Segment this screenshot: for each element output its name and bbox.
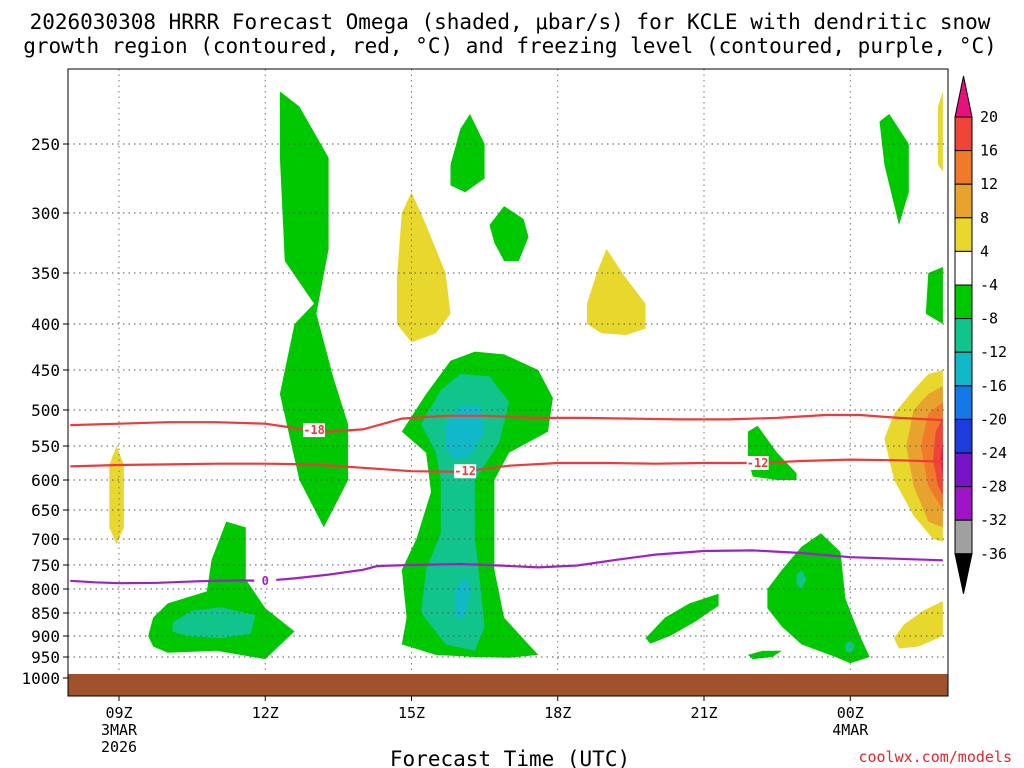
omega-region-cyan-10: [445, 406, 485, 460]
colorbar-label-8: -16: [980, 377, 1007, 395]
ytick-label-950: 950: [31, 648, 60, 667]
xtick-label-9-1: 3MAR: [101, 721, 138, 739]
xtick-label-15-0: 15Z: [398, 704, 425, 722]
ytick-label-350: 350: [31, 264, 60, 283]
colorbar-label-2: 12: [980, 175, 998, 193]
ytick-label-500: 500: [31, 401, 60, 420]
ytick-label-400: 400: [31, 315, 60, 334]
colorbar-band-3: [954, 217, 973, 252]
colorbar-band-6: [954, 318, 973, 353]
credit-text: coolwx.com/models: [858, 748, 1012, 766]
colorbar-band-11: [954, 486, 973, 521]
plot-area: -18 -12 -12 0: [67, 68, 949, 697]
colorbar-band-5: [954, 284, 973, 320]
contour-line-0-3: [70, 549, 943, 585]
contour-line--12-1: [70, 458, 943, 473]
xtick-label-21-0: 21Z: [690, 704, 717, 722]
contour-label--12-2: -12: [747, 456, 769, 470]
colorbar-band-0: [954, 116, 973, 152]
ytick-label-850: 850: [31, 604, 60, 623]
omega-shaded-regions: [109, 91, 943, 664]
omega-region-yellow-7: [587, 249, 646, 335]
colorbar-band-8: [954, 385, 973, 420]
omega-region-green-19: [925, 267, 943, 324]
omega-region-magenta-25: [940, 442, 943, 477]
omega-region-green-5: [450, 114, 485, 193]
chart-title-line-1: 2026030308 HRRR Forecast Omega (shaded, …: [30, 10, 991, 34]
ytick-label-800: 800: [31, 580, 60, 599]
ytick-label-900: 900: [31, 627, 60, 646]
omega-region-teal-16: [796, 569, 807, 589]
colorbar-label-11: -28: [980, 478, 1007, 496]
temperature-contours: -18 -12 -12 0: [70, 413, 943, 588]
colorbar-label-5: -4: [980, 276, 998, 294]
xtick-label-24-1: 4MAR: [832, 721, 869, 739]
contour-label-0-3: 0: [262, 574, 269, 588]
colorbar-band-12: [954, 519, 973, 555]
contour-label--12-1: -12: [454, 464, 476, 478]
plot-frame: [67, 68, 949, 697]
omega-region-yellow-20: [938, 91, 943, 172]
chart-title-line-2: growth region (contoured, red, °C) and f…: [23, 34, 997, 58]
ytick-label-700: 700: [31, 530, 60, 549]
colorbar-label-0: 20: [980, 108, 998, 126]
colorbar-label-13: -36: [980, 545, 1007, 563]
colorbar-label-6: -8: [980, 310, 998, 328]
ytick-label-550: 550: [31, 437, 60, 456]
omega-region-teal-2: [172, 607, 256, 639]
omega-region-green-12: [645, 593, 719, 644]
xtick-label-9-2: 2026: [101, 738, 137, 756]
ytick-label-250: 250: [31, 135, 60, 154]
ytick-label-600: 600: [31, 471, 60, 490]
contour-label-bg-1: [454, 464, 477, 479]
omega-region-yellow-4: [396, 192, 451, 343]
omega-region-green-6: [489, 206, 529, 261]
colorbar-label-1: 16: [980, 142, 998, 160]
colorbar-top-arrow: [954, 75, 973, 118]
y-axis-pressure-ticks: 250 300 350 400 450 500 550 600 650 700 750 800 850 9…: [21, 135, 68, 688]
xtick-label-12-0: 12Z: [252, 704, 279, 722]
omega-region-yellow-0: [109, 446, 124, 545]
omega-region-green-3: [279, 91, 349, 528]
colorbar-bottom-arrow: [954, 553, 973, 594]
colorbar-label-7: -12: [980, 343, 1007, 361]
colorbar-label-4: 4: [980, 242, 989, 260]
contour-label--18-0: -18: [303, 423, 325, 437]
contour-label-bg-2: [746, 456, 769, 470]
colorbar-band-10: [954, 452, 973, 488]
ytick-label-450: 450: [31, 361, 60, 380]
ytick-label-300: 300: [31, 204, 60, 223]
ytick-label-750: 750: [31, 556, 60, 575]
omega-region-yellow-26: [894, 601, 943, 649]
colorbar-band-2: [954, 183, 973, 219]
xtick-label-9-0: 09Z: [105, 704, 132, 722]
contour-line--18-0: [70, 413, 943, 433]
colorbar-label-12: -32: [980, 511, 1007, 529]
colorbar-label-9: -20: [980, 410, 1007, 428]
omega-region-cyan-11: [455, 577, 470, 618]
colorbar-label-3: 8: [980, 209, 989, 227]
omega-region-teal-9: [421, 374, 509, 651]
omega-region-green-18: [879, 114, 909, 225]
colorbar-band-1: [954, 150, 973, 185]
omega-region-green-15: [767, 533, 870, 664]
xtick-label-24-0: 00Z: [837, 704, 864, 722]
contour-label-bg-0: [303, 423, 325, 438]
x-axis-label: Forecast Time (UTC): [390, 747, 630, 768]
colorbar-label-10: -24: [980, 444, 1007, 462]
colorbar-band-9: [954, 418, 973, 454]
xtick-label-18-0: 18Z: [544, 704, 571, 722]
colorbar-band-4: [954, 250, 973, 286]
ytick-label-1000: 1000: [21, 669, 60, 688]
ytick-label-650: 650: [31, 501, 60, 520]
contour-label-bg-3: [254, 573, 277, 588]
omega-region-red-24: [933, 417, 943, 495]
ground-surface-bar: [68, 674, 948, 696]
colorbar-band-7: [954, 351, 973, 387]
omega-colorbar: 20 16 12 8 4 -4 -8 -12 -16 -20 -24 -28 -32 -36: [954, 75, 1007, 594]
